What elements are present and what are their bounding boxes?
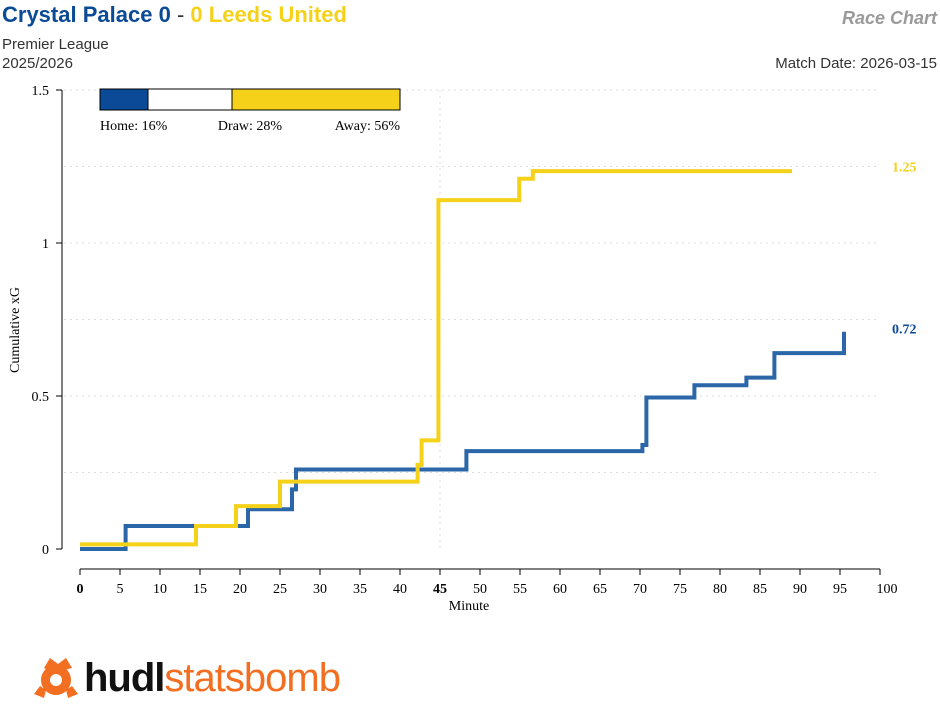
x-tick-label: 95 bbox=[833, 582, 847, 597]
x-tick-label: 20 bbox=[233, 582, 247, 597]
x-tick-label: 85 bbox=[753, 582, 767, 597]
prob-away-label: Away: 56% bbox=[335, 119, 401, 134]
prob-away-segment bbox=[231, 88, 401, 111]
home-team-name: Crystal Palace bbox=[2, 2, 153, 27]
x-axis-label: Minute bbox=[449, 599, 489, 614]
match-date-label: Match Date: bbox=[775, 55, 857, 72]
x-tick-label: 45 bbox=[433, 582, 447, 597]
series-final-label: 1.25 bbox=[892, 161, 917, 176]
series-final-label: 0.72 bbox=[892, 323, 917, 338]
match-date-value: 2026-03-15 bbox=[860, 55, 937, 72]
competition-info: Premier League 2025/2026 bbox=[2, 35, 109, 73]
y-tick-label: 0.5 bbox=[32, 390, 50, 405]
x-tick-label: 55 bbox=[513, 582, 527, 597]
race-chart: 0 0.5 1 1.5 0 5 10 15 20 25 30 35 40 45 50 55 60 65 70 75 80… bbox=[8, 84, 917, 614]
x-tick-label: 75 bbox=[673, 582, 687, 597]
home-score: 0 bbox=[158, 2, 171, 27]
prob-home-segment bbox=[99, 88, 149, 111]
axes: 0 0.5 1 1.5 0 5 10 15 20 25 30 35 40 45 50 55 60 65 70 75 80… bbox=[32, 84, 898, 597]
x-tick-label: 65 bbox=[593, 582, 607, 597]
x-tick-label: 5 bbox=[117, 582, 124, 597]
match-title: Crystal Palace 0 - 0 Leeds United bbox=[2, 2, 347, 28]
match-date: Match Date: 2026-03-15 bbox=[775, 55, 937, 72]
x-tick-label: 30 bbox=[313, 582, 327, 597]
y-axis-label: Cumulative xG bbox=[8, 287, 23, 373]
prob-draw-segment bbox=[147, 88, 233, 111]
away-team-name: Leeds United bbox=[208, 2, 347, 27]
prob-draw-label: Draw: 28% bbox=[218, 119, 282, 134]
prob-home-label: Home: 16% bbox=[100, 119, 168, 134]
chart-name: Race Chart bbox=[841, 8, 937, 28]
x-tick-label: 90 bbox=[793, 582, 807, 597]
y-tick-label: 0 bbox=[42, 543, 49, 558]
series-line-home bbox=[80, 331, 846, 551]
x-tick-label: 15 bbox=[193, 582, 207, 597]
away-score: 0 bbox=[190, 2, 203, 27]
x-tick-label: 100 bbox=[877, 582, 898, 597]
logo-statsbomb-text: statsbomb bbox=[164, 655, 341, 700]
x-tick-label: 0 bbox=[77, 582, 84, 597]
season: 2025/2026 bbox=[2, 55, 73, 72]
x-tick-label: 10 bbox=[153, 582, 167, 597]
x-tick-label: 25 bbox=[273, 582, 287, 597]
grid bbox=[64, 89, 880, 549]
hudl-statsbomb-logo: hudl statsbomb bbox=[32, 652, 341, 704]
series: 0.72 1.25 bbox=[80, 161, 917, 551]
win-probability-bar: Home: 16% Draw: 28% Away: 56% bbox=[99, 88, 401, 134]
x-tick-label: 35 bbox=[353, 582, 367, 597]
x-tick-label: 50 bbox=[473, 582, 487, 597]
y-tick-label: 1 bbox=[42, 237, 49, 252]
y-tick-label: 1.5 bbox=[32, 84, 50, 99]
logo-hudl-text: hudl bbox=[84, 655, 165, 700]
x-tick-label: 60 bbox=[553, 582, 567, 597]
series-line-away bbox=[80, 169, 792, 547]
competition-name: Premier League bbox=[2, 36, 109, 53]
x-tick-label: 40 bbox=[393, 582, 407, 597]
x-tick-label: 80 bbox=[713, 582, 727, 597]
score-separator: - bbox=[176, 2, 185, 27]
x-tick-label: 70 bbox=[633, 582, 647, 597]
statsbomb-logo-icon bbox=[34, 658, 78, 698]
